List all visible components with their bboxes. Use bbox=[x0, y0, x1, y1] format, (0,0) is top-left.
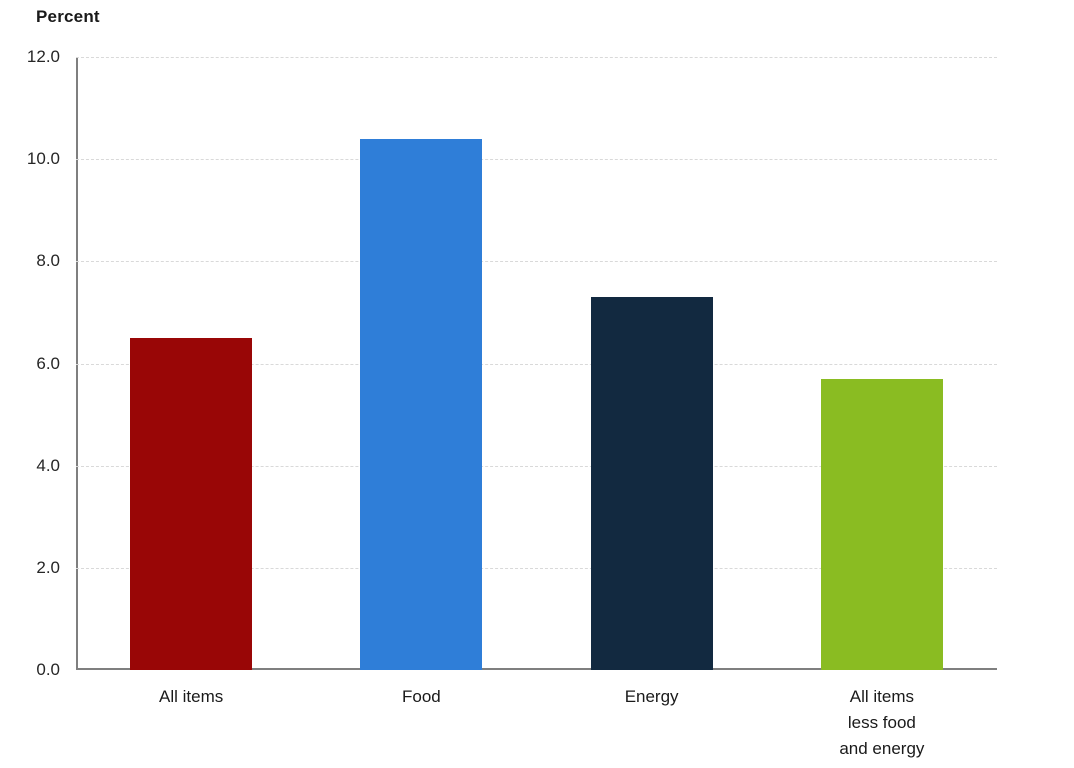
y-tick-label: 0.0 bbox=[36, 660, 60, 679]
y-tick-label: 12.0 bbox=[26, 47, 60, 66]
gridline bbox=[76, 261, 997, 263]
gridline bbox=[76, 363, 997, 365]
bar-food bbox=[360, 138, 483, 670]
x-tick-label-all-items: All items bbox=[159, 687, 224, 706]
gridline bbox=[76, 465, 997, 467]
gridline bbox=[76, 57, 997, 58]
y-tick-label: 8.0 bbox=[36, 251, 60, 271]
x-tick-label-energy: Energy bbox=[624, 687, 679, 706]
x-tick-label-food: Food bbox=[402, 687, 441, 706]
y-tick-label: 10.0 bbox=[26, 149, 60, 169]
y-tick-label: 6.0 bbox=[36, 353, 60, 373]
bar-energy bbox=[590, 297, 713, 670]
y-axis-title: Percent bbox=[36, 7, 100, 26]
gridline bbox=[76, 159, 997, 161]
bar-all-items bbox=[130, 337, 253, 670]
gridline bbox=[76, 567, 997, 569]
y-tick-label: 2.0 bbox=[36, 557, 60, 577]
bar-all-items-less-food-and-energy bbox=[820, 378, 943, 670]
x-tick-label-all-items-less-food-and-energy: All items less food and energy bbox=[839, 687, 925, 758]
y-tick-label: 4.0 bbox=[36, 455, 60, 475]
